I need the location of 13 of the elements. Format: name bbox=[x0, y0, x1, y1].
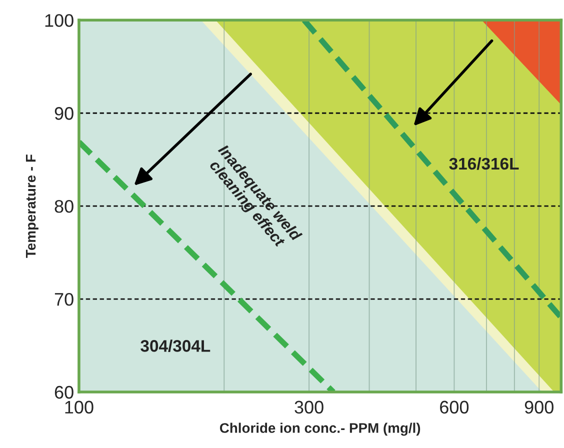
x-tick-label: 900 bbox=[524, 400, 554, 414]
y-tick-label: 100 bbox=[45, 14, 74, 27]
x-tick-label: 100 bbox=[65, 400, 94, 414]
y-tick-label: 70 bbox=[54, 292, 74, 306]
y-tick-label: 60 bbox=[54, 386, 74, 399]
y-axis-title: Temperature - F bbox=[26, 154, 38, 258]
annotation: 304/304L bbox=[140, 340, 210, 352]
y-tick-label: 80 bbox=[54, 200, 74, 213]
x-tick-label: 600 bbox=[440, 400, 469, 414]
x-tick-label: 300 bbox=[294, 400, 324, 414]
x-axis-title: Chloride ion conc.- PPM (mg/l) bbox=[220, 422, 420, 436]
annotation: 316/316L bbox=[449, 157, 519, 170]
y-tick-label: 90 bbox=[54, 107, 74, 120]
